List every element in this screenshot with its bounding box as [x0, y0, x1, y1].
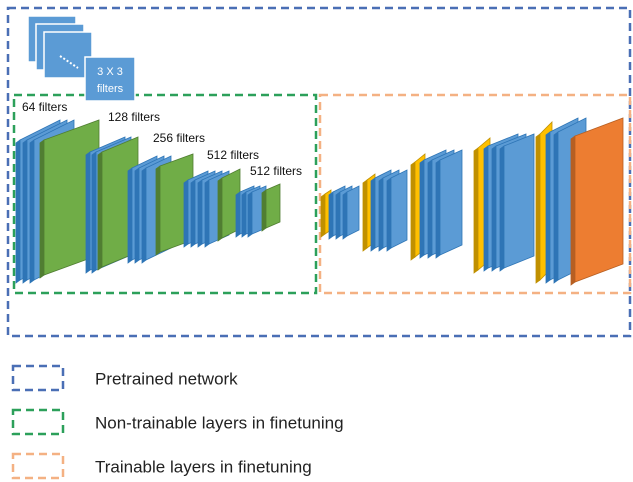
- layer: [236, 192, 240, 237]
- legend-swatch: [13, 454, 63, 478]
- filter-label: 3 X 3: [97, 66, 123, 78]
- layer: [554, 132, 558, 283]
- layer: [391, 170, 407, 248]
- layer: [156, 166, 160, 255]
- layer: [191, 180, 195, 247]
- diagram: 3 X 3 filters 64 filters 128 filters 256…: [0, 0, 633, 482]
- layer: [128, 168, 132, 263]
- layer: [321, 194, 325, 237]
- layer: [92, 152, 96, 273]
- layer: [262, 190, 266, 231]
- layer: [98, 152, 102, 270]
- layer: [420, 160, 424, 258]
- layer: [184, 180, 188, 247]
- block-label: 64 filters: [22, 100, 67, 114]
- layer: [428, 160, 432, 258]
- layer: [575, 118, 623, 282]
- layer: [248, 192, 252, 237]
- layer: [440, 150, 462, 255]
- block-label: 128 filters: [108, 110, 160, 124]
- layer: [266, 184, 280, 228]
- layer: [436, 160, 440, 258]
- layer: [347, 186, 359, 236]
- layer: [142, 168, 146, 263]
- layer: [23, 140, 27, 283]
- layer: [135, 168, 139, 263]
- filter-label: filters: [97, 83, 124, 95]
- layer: [504, 134, 534, 268]
- layer: [492, 146, 496, 271]
- layer: [16, 140, 20, 283]
- layer: [205, 180, 209, 247]
- legend-label: Pretrained network: [95, 369, 238, 388]
- layer: [411, 162, 415, 260]
- layer: [218, 178, 222, 241]
- legend-label: Non-trainable layers in finetuning: [95, 413, 344, 432]
- legend-swatch: [13, 410, 63, 434]
- layer: [484, 146, 488, 271]
- layer: [571, 136, 575, 285]
- layer: [198, 180, 202, 247]
- layer: [474, 148, 478, 273]
- layer: [242, 192, 246, 237]
- layer: [363, 180, 367, 251]
- layer: [336, 192, 340, 239]
- layer: [536, 134, 540, 283]
- block-label: 256 filters: [153, 131, 205, 145]
- layer: [329, 192, 333, 239]
- layer: [40, 140, 44, 278]
- legend-swatch: [13, 366, 63, 390]
- block-label: 512 filters: [250, 164, 302, 178]
- layer: [546, 132, 550, 283]
- filter-stack: 3 X 3 filters: [28, 16, 135, 101]
- layer: [86, 152, 90, 273]
- layer: [343, 192, 347, 239]
- layer: [371, 178, 375, 251]
- layer: [387, 178, 391, 251]
- layer: [30, 140, 34, 283]
- layer: [379, 178, 383, 251]
- layer: [500, 146, 504, 271]
- legend-label: Trainable layers in finetuning: [95, 457, 312, 476]
- block-label: 512 filters: [207, 148, 259, 162]
